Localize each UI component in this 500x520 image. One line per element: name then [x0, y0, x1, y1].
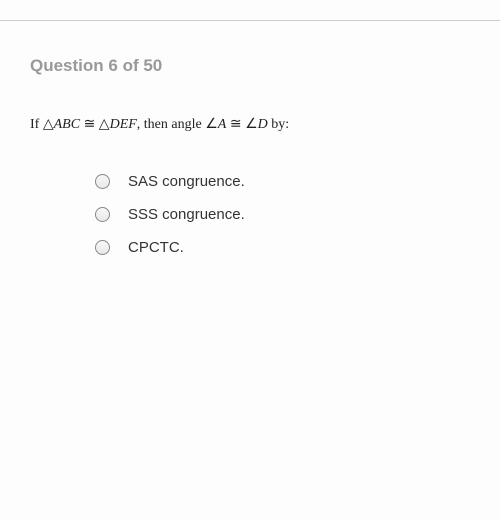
option-label: SAS congruence. — [128, 173, 245, 190]
radio-icon[interactable] — [95, 207, 110, 222]
options-group: SAS congruence. SSS congruence. CPCTC. — [30, 173, 470, 256]
angle-symbol-2: ∠ — [245, 117, 258, 132]
question-content: Question 6 of 50 If △ABC ≅ △DEF, then an… — [0, 21, 500, 256]
triangle-symbol-1: △ — [43, 117, 54, 132]
congruent-symbol-1: ≅ — [80, 117, 99, 132]
angle-d: D — [258, 117, 268, 132]
question-prefix: If — [30, 117, 43, 132]
option-sas[interactable]: SAS congruence. — [95, 173, 470, 190]
radio-icon[interactable] — [95, 174, 110, 189]
question-header: Question 6 of 50 — [30, 56, 470, 76]
option-sss[interactable]: SSS congruence. — [95, 206, 470, 223]
question-text: If △ABC ≅ △DEF, then angle ∠A ≅ ∠D by: — [30, 116, 470, 133]
radio-icon[interactable] — [95, 240, 110, 255]
triangle-symbol-2: △ — [99, 117, 110, 132]
question-middle: , then angle — [137, 117, 205, 132]
option-cpctc[interactable]: CPCTC. — [95, 239, 470, 256]
triangle-def: DEF — [110, 117, 137, 132]
triangle-abc: ABC — [54, 117, 80, 132]
option-label: CPCTC. — [128, 239, 184, 256]
option-label: SSS congruence. — [128, 206, 245, 223]
angle-symbol-1: ∠ — [205, 117, 218, 132]
question-suffix: by: — [268, 117, 289, 132]
congruent-symbol-2: ≅ — [226, 117, 245, 132]
